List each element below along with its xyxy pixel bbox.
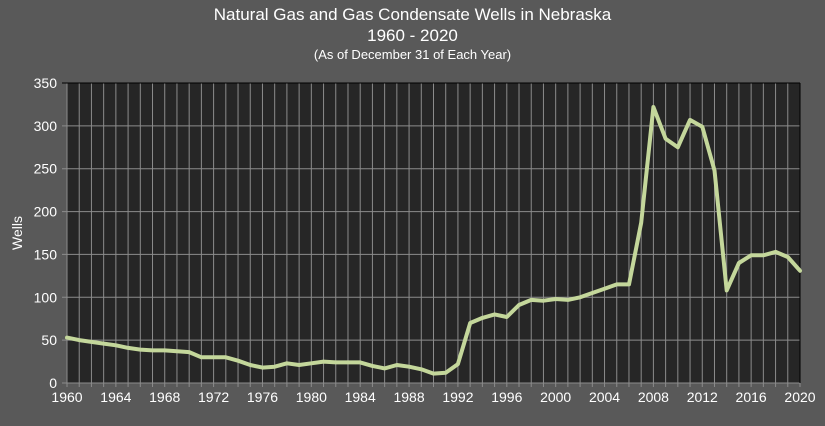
svg-text:1992: 1992 — [442, 389, 473, 405]
chart-title: Natural Gas and Gas Condensate Wells in … — [213, 5, 612, 24]
svg-text:2008: 2008 — [638, 389, 669, 405]
vertical-gridlines — [66, 83, 801, 387]
svg-text:1988: 1988 — [393, 389, 424, 405]
svg-text:1984: 1984 — [345, 389, 376, 405]
horizontal-gridlines — [62, 82, 801, 384]
svg-text:1968: 1968 — [149, 389, 180, 405]
svg-text:100: 100 — [34, 289, 58, 305]
wells-series-line — [65, 105, 802, 376]
y-axis-ticks: 0 50 100 150 200 250 300 350 — [34, 75, 58, 391]
svg-text:1980: 1980 — [296, 389, 327, 405]
svg-text:2016: 2016 — [736, 389, 767, 405]
svg-text:1972: 1972 — [198, 389, 229, 405]
svg-text:1964: 1964 — [100, 389, 131, 405]
svg-text:50: 50 — [41, 332, 57, 348]
svg-text:1996: 1996 — [491, 389, 522, 405]
svg-text:300: 300 — [34, 118, 58, 134]
svg-text:350: 350 — [34, 75, 58, 91]
svg-text:1976: 1976 — [247, 389, 278, 405]
svg-text:250: 250 — [34, 161, 58, 177]
svg-text:2004: 2004 — [589, 389, 620, 405]
svg-text:2000: 2000 — [540, 389, 571, 405]
svg-text:200: 200 — [34, 204, 58, 220]
svg-text:150: 150 — [34, 246, 58, 262]
svg-text:2020: 2020 — [784, 389, 815, 405]
svg-text:1960: 1960 — [51, 389, 82, 405]
svg-text:2012: 2012 — [687, 389, 718, 405]
chart-subtitle: 1960 - 2020 — [367, 26, 458, 45]
y-axis-label: Wells — [9, 216, 25, 250]
svg-text:0: 0 — [49, 375, 57, 391]
x-axis-ticks: 1960 1964 1968 1972 1976 1980 1984 1988 1992 1996… — [51, 389, 815, 405]
chart-note: (As of December 31 of Each Year) — [313, 47, 512, 62]
